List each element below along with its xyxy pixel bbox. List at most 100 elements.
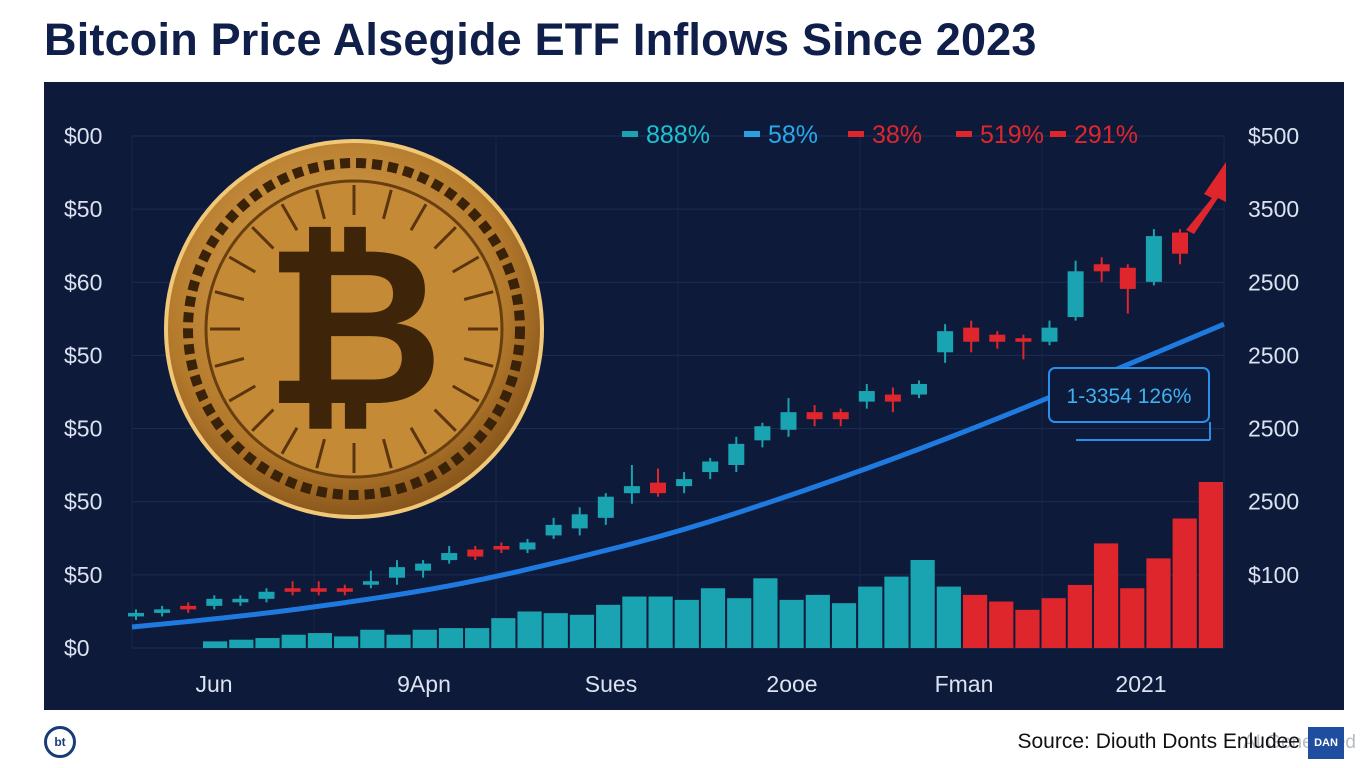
candle-body xyxy=(1067,271,1084,318)
candle-body xyxy=(128,612,144,617)
y-axis-left-tick: $00 xyxy=(64,123,102,149)
inflow-bar xyxy=(831,603,857,648)
y-axis-right-tick: 2500 xyxy=(1248,416,1299,442)
candle-body xyxy=(310,588,327,592)
inflow-bar xyxy=(517,611,542,648)
candle-body xyxy=(467,549,484,557)
inflow-bar xyxy=(1093,543,1119,648)
inflow-bar xyxy=(255,638,280,648)
coin-trace xyxy=(409,426,428,455)
candle-body xyxy=(702,461,719,473)
coin-trace xyxy=(228,255,257,274)
inflow-bar xyxy=(1041,598,1066,648)
candle-body xyxy=(154,609,171,613)
candle-body xyxy=(780,412,797,430)
inflow-bar xyxy=(910,560,935,648)
inflow-bar xyxy=(1067,584,1092,648)
inflow-bar xyxy=(307,633,333,648)
inflow-bar xyxy=(596,604,621,648)
legend-label: 888% xyxy=(646,121,710,149)
candle-body xyxy=(258,591,275,599)
coin-trace xyxy=(228,384,257,403)
inflow-bar xyxy=(1172,518,1197,648)
coin-trace xyxy=(315,438,326,469)
coin-trace xyxy=(409,203,428,232)
y-axis-left-tick: $50 xyxy=(64,196,102,222)
brand-logo: bt xyxy=(44,726,76,758)
inflow-bar xyxy=(1015,609,1040,648)
coin-trace xyxy=(463,290,494,301)
candle-body xyxy=(232,598,249,603)
legend-swatch xyxy=(956,131,972,137)
inflow-bar xyxy=(465,628,490,648)
chart-title: Bitcoin Price Alsegide ETF Inflows Since… xyxy=(44,14,1037,65)
candle-body xyxy=(597,496,614,518)
candle-body xyxy=(415,563,432,571)
candle-body xyxy=(623,486,640,494)
inflow-bar xyxy=(753,578,778,648)
candle-body xyxy=(362,581,379,585)
coin-inner xyxy=(204,179,504,479)
candle-body xyxy=(180,605,197,610)
y-axis-right-tick: 2500 xyxy=(1248,269,1299,295)
candle-body xyxy=(389,567,405,578)
candle-body xyxy=(754,426,771,441)
inflow-bar xyxy=(962,594,988,648)
candle-body xyxy=(284,588,301,592)
y-axis-left-tick: $50 xyxy=(64,562,102,588)
inflow-bar xyxy=(1198,482,1223,648)
coin-trace xyxy=(251,408,275,432)
legend-label: 291% xyxy=(1074,121,1138,149)
badge-icon: DAN xyxy=(1308,727,1344,759)
y-axis-right-tick: $100 xyxy=(1248,562,1299,588)
coin-trace xyxy=(315,189,326,220)
inflow-bar xyxy=(1120,588,1145,648)
inflow-bar xyxy=(1146,558,1171,648)
candle-body xyxy=(1093,264,1110,272)
candle-body xyxy=(336,588,353,592)
legend-swatch xyxy=(1050,131,1066,137)
inflow-bar xyxy=(674,599,699,648)
x-axis-tick: 2021 xyxy=(1115,671,1166,697)
y-axis-left-tick: $50 xyxy=(64,416,102,442)
inflow-bar xyxy=(569,614,595,648)
inflow-bar xyxy=(936,586,961,648)
candle-body xyxy=(1172,232,1188,254)
x-axis-tick: 9Apn xyxy=(397,671,451,697)
candle-body xyxy=(989,334,1006,342)
candle-body xyxy=(571,514,588,529)
inflow-bar xyxy=(779,599,804,648)
coin-trace xyxy=(463,357,494,368)
y-axis-right-tick: 2500 xyxy=(1248,342,1299,368)
inflow-bar xyxy=(648,596,673,648)
coin-trace xyxy=(433,408,457,432)
coin-trace xyxy=(251,226,275,250)
bitcoin-icon: ₿ xyxy=(264,199,443,455)
y-axis-left-tick: $60 xyxy=(64,269,102,295)
candle-body xyxy=(806,412,823,420)
x-axis-tick: Fman xyxy=(935,671,994,697)
x-axis-tick: Jun xyxy=(195,671,232,697)
candle-body xyxy=(911,384,927,395)
up-arrow-icon xyxy=(1186,162,1226,234)
candle-body xyxy=(441,553,458,561)
candle-body xyxy=(1041,327,1058,342)
candle-body xyxy=(545,524,562,536)
inflow-bar xyxy=(700,588,726,648)
legend-swatch xyxy=(744,131,760,137)
coin-trace xyxy=(433,226,457,250)
y-axis-right-tick: 2500 xyxy=(1248,489,1299,515)
coin-trace xyxy=(451,384,480,403)
inflow-bar xyxy=(805,594,830,648)
inflow-bar xyxy=(334,636,359,648)
candle-body xyxy=(858,391,875,402)
trend-line xyxy=(131,321,1225,630)
candle-body xyxy=(728,443,745,465)
inflow-bar xyxy=(386,634,411,648)
candle-body xyxy=(963,327,980,342)
legend-label: 58% xyxy=(768,121,818,149)
legend-label: 38% xyxy=(872,121,922,149)
candle-body xyxy=(937,331,954,353)
inflow-bar xyxy=(543,613,568,648)
y-axis-left-tick: $50 xyxy=(64,489,102,515)
